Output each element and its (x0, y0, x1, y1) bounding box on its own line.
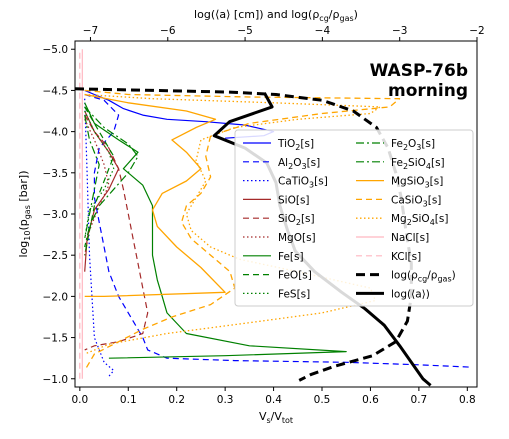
legend-entry: Fe2SiO4[s] (356, 157, 445, 171)
legend-label: MgO[s] (278, 232, 316, 244)
y-tick-label: −3.5 (43, 168, 69, 180)
y-tick-label: −2.5 (43, 250, 69, 262)
legend-label: NaCl[s] (391, 232, 429, 244)
series-line-feo-s (84, 106, 115, 256)
top-x-tick-label: −4 (315, 25, 331, 37)
legend-label: Mg2SiO4[s] (391, 213, 448, 227)
x-tick-label: 0.2 (168, 394, 185, 406)
legend-label: FeO[s] (278, 270, 312, 282)
y-tick-label: −4.0 (43, 127, 69, 139)
y-tick-label: −1.0 (43, 374, 69, 386)
legend-entry: Fe2O3[s] (356, 138, 435, 152)
legend-entry: FeO[s] (243, 270, 312, 282)
legend-label: Fe2O3[s] (391, 138, 435, 152)
legend-entry: CaSiO3[s] (356, 194, 441, 208)
legend-entry: Fe[s] (243, 251, 304, 263)
series-line-fes-s (84, 110, 115, 239)
legend-entry: KCl[s] (356, 251, 421, 263)
legend-label: Al2O3[s] (278, 157, 320, 171)
x-tick-label: 0.4 (265, 394, 282, 406)
legend-entry: CaTiO3[s] (243, 176, 328, 190)
chart-title-line-2: morning (388, 81, 468, 101)
x-tick-label: 0.3 (217, 394, 234, 406)
legend-entry: NaCl[s] (356, 232, 429, 244)
legend-entry: SiO[s] (243, 194, 310, 206)
ticks-layer: 0.0 0.1 0.2 0.3 0.4 0.5 0.6 0.7 0.8 −7 −6 −5 −4 −3 −2 −… (43, 25, 485, 406)
series-line-al2o3-s (84, 93, 473, 368)
legend-box (234, 129, 474, 307)
x-tick-label: 0.8 (459, 394, 476, 406)
legend-label: Fe2SiO4[s] (391, 157, 445, 171)
x-tick-label: 0.5 (314, 394, 331, 406)
legend-label: TiO2[s] (277, 138, 314, 152)
legend-entry: MgO[s] (243, 232, 316, 244)
legend-label: Fe[s] (278, 251, 304, 263)
legend-entry: MgSiO3[s] (356, 176, 443, 190)
legend-label: MgSiO3[s] (391, 176, 443, 190)
x-tick-label: 0.1 (120, 394, 137, 406)
legend-label: KCl[s] (391, 251, 421, 263)
legend-label: SiO[s] (278, 194, 310, 206)
legend-entry: Mg2SiO4[s] (356, 213, 448, 227)
legend-items: TiO2[s] Al2O3[s] CaTiO3[s] SiO[s] SiO2[s] MgO… (243, 138, 456, 300)
legend-label: CaTiO3[s] (278, 176, 328, 190)
x-tick-label: 0.6 (362, 394, 379, 406)
y-tick-label: −4.5 (43, 85, 69, 97)
top-x-tick-label: −7 (83, 25, 98, 37)
legend-entry: TiO2[s] (243, 138, 314, 152)
y-tick-label: −2.0 (43, 291, 69, 303)
top-x-tick-label: −5 (237, 25, 252, 37)
series-line-casio3-s (84, 89, 401, 371)
series-line-mgsio3-s (84, 93, 226, 298)
legend-entry: SiO2[s] (243, 213, 315, 227)
legend-label: FeS[s] (278, 288, 310, 300)
y-tick-label: −5.0 (43, 44, 69, 56)
top-x-axis-label: log(⟨a⟩ [cm]) and log(ρcg/ρgas) (194, 8, 358, 23)
legend: TiO2[s] Al2O3[s] CaTiO3[s] SiO[s] SiO2[s] MgO… (234, 129, 474, 307)
legend-entry: Al2O3[s] (243, 157, 320, 171)
legend-entry: FeS[s] (243, 288, 310, 300)
legend-label: log(ρcg/ρgas) (391, 270, 456, 284)
top-x-tick-label: −2 (469, 25, 484, 37)
y-tick-label: −3.0 (43, 209, 69, 221)
legend-entry: log(ρcg/ρgas) (356, 270, 456, 284)
legend-label: log(⟨a⟩) (391, 288, 430, 300)
legend-label: SiO2[s] (278, 213, 315, 227)
legend-label: CaSiO3[s] (391, 194, 441, 208)
top-x-tick-label: −6 (160, 25, 176, 37)
series-line-fe2o3-s (84, 106, 139, 248)
x-tick-label: 0.0 (71, 394, 88, 406)
y-tick-label: −1.5 (43, 333, 69, 345)
legend-entry: log(⟨a⟩) (356, 288, 430, 300)
series-line-fe-s (84, 102, 347, 359)
x-tick-label: 0.7 (411, 394, 428, 406)
top-x-tick-label: −3 (392, 25, 407, 37)
series-line-fe2sio4-s (84, 114, 100, 239)
chart-title-line-1: WASP-76b (370, 61, 468, 81)
